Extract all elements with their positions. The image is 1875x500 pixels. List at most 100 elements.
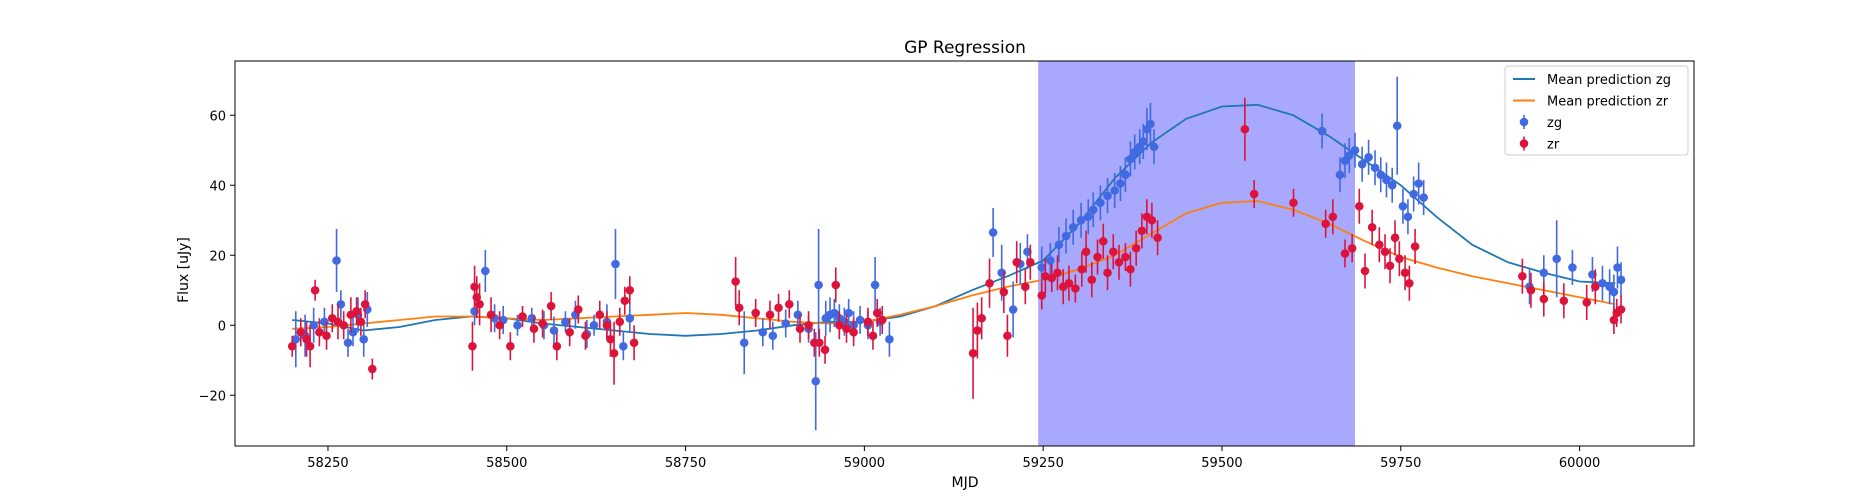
data-point-zr — [831, 280, 841, 290]
data-point-zr — [322, 331, 331, 341]
data-point-zr — [1103, 268, 1112, 278]
legend: Mean prediction zg Mean prediction zr zg zr — [1504, 65, 1689, 156]
data-point-zg — [1046, 256, 1055, 265]
data-point-zr — [1616, 305, 1626, 314]
data-point-zr — [602, 320, 612, 330]
data-point-zg — [320, 317, 329, 327]
data-point-zr — [1147, 215, 1157, 225]
data-point-zg — [611, 259, 620, 269]
data-point-zr — [609, 348, 619, 358]
data-point-zr — [1131, 243, 1141, 253]
data-point-zr — [296, 327, 306, 337]
data-point-zg — [1344, 151, 1354, 160]
data-point-zr — [1390, 233, 1400, 243]
data-point-zg — [619, 341, 628, 351]
data-point-zr — [784, 299, 794, 309]
data-point-zr — [1037, 291, 1047, 300]
y-tick-label: 40 — [209, 179, 226, 194]
data-point-zg — [513, 320, 522, 330]
data-point-zr — [1047, 273, 1057, 283]
data-point-zr — [538, 319, 547, 328]
data-point-zr — [1367, 222, 1377, 232]
data-point-zr — [529, 324, 539, 334]
data-point-zr — [1395, 254, 1404, 264]
data-point-zg — [1613, 263, 1622, 272]
legend-swatch-point — [1519, 117, 1529, 127]
data-point-zr — [606, 334, 615, 344]
data-point-zr — [1380, 247, 1390, 257]
y-tick-label: −20 — [199, 389, 226, 404]
data-point-zr — [368, 364, 377, 374]
data-point-zr — [360, 299, 370, 309]
data-point-zr — [872, 308, 882, 318]
data-point-zr — [546, 301, 556, 311]
data-point-zr — [977, 313, 986, 323]
data-point-zg — [1398, 201, 1408, 211]
data-point-zg — [1008, 305, 1018, 314]
data-point-zg — [1126, 154, 1135, 164]
data-point-zr — [1108, 247, 1118, 257]
data-point-zr — [1340, 249, 1350, 258]
y-axis-label: Flux [uJy] — [176, 237, 192, 303]
data-point-zr — [968, 348, 978, 358]
data-point-zg — [1382, 175, 1391, 185]
data-point-zg — [1116, 179, 1125, 188]
data-point-zr — [305, 341, 315, 351]
data-point-zg — [1414, 179, 1423, 188]
data-point-zr — [842, 324, 851, 334]
data-point-zr — [774, 303, 783, 313]
data-point-zg — [811, 376, 821, 386]
data-point-zg — [793, 310, 803, 320]
x-tick-label: 58500 — [486, 456, 527, 471]
data-point-zg — [1335, 170, 1345, 180]
data-point-zr — [1240, 124, 1250, 134]
data-point-zg — [1598, 278, 1607, 288]
data-point-zr — [625, 285, 635, 295]
data-point-zr — [1137, 226, 1147, 236]
data-point-zg — [1061, 231, 1071, 241]
legend-label: zg — [1547, 116, 1562, 131]
data-point-zr — [765, 310, 775, 320]
data-point-zr — [868, 331, 878, 341]
data-point-zg — [997, 268, 1006, 278]
data-point-zr — [849, 327, 858, 337]
data-point-zr — [1012, 257, 1022, 267]
data-point-zg — [781, 319, 791, 328]
data-point-zr — [804, 320, 813, 330]
legend-label: zr — [1547, 138, 1560, 153]
data-point-zr — [1153, 233, 1162, 243]
data-point-zr — [1360, 266, 1370, 276]
data-point-zr — [863, 317, 873, 327]
data-point-zg — [1568, 263, 1577, 272]
data-point-zg — [870, 280, 880, 290]
data-point-zg — [1357, 159, 1367, 169]
data-point-zg — [1403, 212, 1413, 222]
data-point-zg — [527, 313, 537, 323]
data-point-zg — [1037, 263, 1047, 272]
data-point-zg — [1409, 189, 1418, 199]
data-point-zg — [1616, 275, 1626, 285]
data-point-zr — [581, 331, 590, 341]
data-point-zg — [309, 320, 318, 330]
data-point-zr — [1526, 285, 1536, 295]
x-tick-label: 60000 — [1559, 456, 1600, 471]
x-tick-label: 59000 — [844, 456, 885, 471]
data-point-zr — [1041, 271, 1050, 281]
data-point-zr — [1539, 294, 1549, 304]
legend-box — [1504, 65, 1689, 156]
data-point-zr — [973, 326, 982, 335]
data-point-zr — [1087, 275, 1097, 285]
data-point-zr — [1003, 331, 1012, 341]
data-point-zr — [595, 310, 605, 320]
data-point-zg — [814, 280, 823, 290]
data-point-zr — [1328, 212, 1338, 222]
data-point-zr — [731, 277, 740, 286]
data-point-zr — [573, 305, 583, 314]
data-point-zr — [1410, 242, 1420, 251]
data-point-zg — [988, 228, 998, 237]
x-tick-label: 59500 — [1201, 456, 1242, 471]
data-point-zr — [751, 308, 760, 318]
data-point-zr — [1354, 201, 1364, 211]
data-point-zr — [1064, 278, 1074, 288]
data-point-zr — [999, 287, 1009, 297]
